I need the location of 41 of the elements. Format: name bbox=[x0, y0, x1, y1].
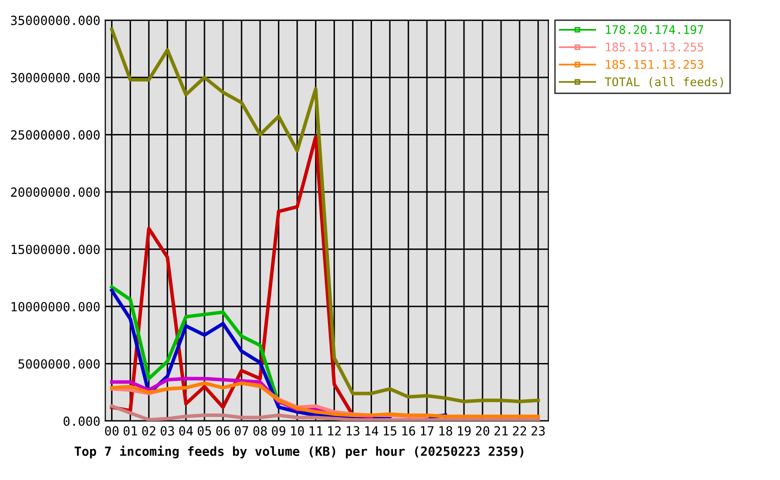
legend-label: 185.151.13.253 bbox=[606, 60, 704, 69]
y-tick-label: 5000000.000 bbox=[18, 359, 100, 369]
x-tick-label: 11 bbox=[310, 426, 322, 436]
legend-label: 178.20.174.197 bbox=[606, 25, 704, 34]
x-tick-label: 01 bbox=[124, 426, 138, 436]
x-tick-label: 08 bbox=[253, 426, 267, 436]
y-tick-label: 10000000.000 bbox=[12, 302, 100, 312]
x-tick-label: 13 bbox=[346, 426, 360, 436]
x-tick-label: 14 bbox=[365, 426, 378, 436]
x-tick-label: 15 bbox=[384, 426, 396, 436]
text: Top 7 incoming feeds by volume (KB) per hour (20250223 2359) bbox=[74, 446, 524, 458]
x-tick-label: 06 bbox=[216, 426, 230, 436]
y-tick-label: 35000000.000 bbox=[10, 16, 100, 26]
x-tick-label: 10 bbox=[291, 426, 304, 436]
x-tick-label: 04 bbox=[179, 426, 193, 436]
x-tick-label: 20 bbox=[476, 426, 490, 436]
x-tick-label: 12 bbox=[328, 426, 341, 436]
x-tick-label: 02 bbox=[142, 426, 156, 436]
line-series bbox=[110, 285, 280, 406]
x-tick-label: 19 bbox=[458, 426, 471, 436]
x-tick-label: 05 bbox=[198, 426, 211, 436]
x-tick-label: 22 bbox=[513, 426, 526, 436]
x-tick-label: 00 bbox=[105, 426, 119, 436]
y-tick-label: 15000000.000 bbox=[12, 244, 100, 254]
x-tick-label: 09 bbox=[272, 426, 286, 436]
y-tick-label: 0.000 bbox=[64, 416, 100, 426]
x-tick-label: 07 bbox=[234, 426, 248, 436]
x-tick-label: 17 bbox=[420, 426, 434, 436]
line-series bbox=[110, 381, 540, 418]
y-tick-label: 25000000.000 bbox=[11, 130, 100, 140]
x-tick-label: 16 bbox=[402, 426, 416, 436]
x-tick-label: 03 bbox=[160, 426, 174, 436]
legend-label: 185.151.13.255 bbox=[606, 42, 704, 52]
legend-label: TOTAL (all feeds) bbox=[604, 77, 723, 88]
line-series bbox=[110, 404, 540, 421]
x-tick-label: 23 bbox=[532, 426, 545, 436]
y-tick-label: 30000000.000 bbox=[10, 72, 100, 82]
y-tick-label: 20000000.000 bbox=[11, 187, 100, 197]
x-tick-label: 18 bbox=[439, 426, 452, 436]
line-series bbox=[110, 28, 540, 404]
x-tick-label: 21 bbox=[494, 426, 508, 436]
